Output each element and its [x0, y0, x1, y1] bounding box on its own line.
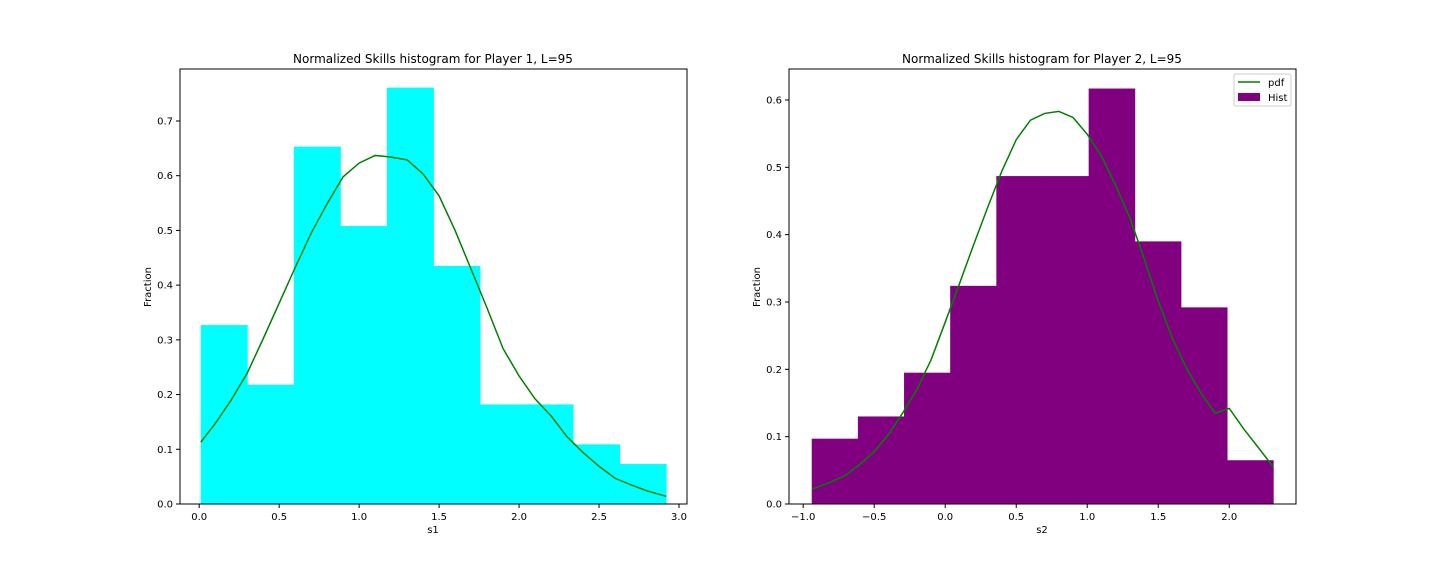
chart-2-legend: pdf Hist — [1233, 73, 1292, 107]
y-tick-label: 0.6 — [766, 95, 782, 106]
y-tick-label: 0.1 — [157, 445, 173, 456]
histogram-bar-4 — [950, 285, 997, 504]
x-tick-label: 0.5 — [1008, 512, 1024, 523]
histogram-bar-2 — [857, 416, 905, 504]
chart-1-title: Normalized Skills histogram for Player 1… — [293, 52, 573, 66]
chart-1-bars — [200, 87, 667, 505]
y-tick-label: 0.4 — [157, 281, 173, 292]
histogram-bar-7 — [480, 404, 527, 504]
chart-1-xlabel: s1 — [427, 525, 439, 536]
chart-2-xlabel: s2 — [1036, 525, 1048, 536]
histogram-bar-3 — [293, 146, 341, 504]
chart-player-1: Normalized Skills histogram for Player 1… — [143, 52, 688, 536]
chart-2-ylabel: Fraction — [752, 267, 763, 307]
chart-2-frame — [788, 68, 1297, 505]
histogram-bar-9 — [1180, 307, 1228, 504]
y-tick-label: 0.0 — [157, 500, 173, 511]
x-tick-label: 0.5 — [271, 512, 287, 523]
chart-1-frame — [179, 68, 688, 505]
histogram-bar-10 — [619, 464, 667, 504]
legend-hist-swatch — [1238, 93, 1260, 101]
x-tick-label: 2.5 — [591, 512, 607, 523]
histogram-bar-9 — [573, 444, 621, 504]
y-tick-label: 0.2 — [157, 390, 173, 401]
x-tick-label: 1.5 — [1150, 512, 1166, 523]
x-tick-label: 2.0 — [511, 512, 527, 523]
pdf-line — [200, 154, 667, 498]
x-tick-label: 3.0 — [671, 512, 687, 523]
y-tick-label: 0.3 — [766, 297, 782, 308]
chart-2-ticks: −1.0 −0.5 0.0 0.5 1.0 1.5 2.0 0.0 0.1 0.2 0.3 0.4 0.… — [766, 95, 1237, 523]
y-tick-label: 0.7 — [157, 116, 173, 127]
y-tick-label: 0.3 — [157, 335, 173, 346]
histogram-bar-4 — [340, 226, 388, 505]
histogram-bar-8 — [1134, 241, 1182, 504]
histogram-bar-1 — [200, 325, 248, 504]
chart-2-pdf-lines — [811, 110, 1274, 490]
histogram-bar-6 — [433, 265, 481, 504]
legend-hist-label: Hist — [1268, 93, 1288, 104]
x-tick-label: 1.0 — [351, 512, 367, 523]
y-tick-label: 0.0 — [766, 500, 782, 511]
chart-2-bars — [811, 88, 1274, 504]
y-tick-label: 0.6 — [157, 171, 173, 182]
y-tick-label: 0.5 — [157, 226, 173, 237]
chart-1-pdf-lines — [200, 154, 667, 498]
histogram-bar-10 — [1227, 460, 1274, 504]
histogram-bar-5 — [386, 87, 434, 504]
legend-pdf-label: pdf — [1268, 78, 1285, 89]
x-tick-label: 1.5 — [431, 512, 447, 523]
y-tick-label: 0.4 — [766, 230, 782, 241]
y-tick-label: 0.5 — [766, 163, 782, 174]
x-tick-label: 2.0 — [1221, 512, 1237, 523]
x-tick-label: 1.0 — [1079, 512, 1095, 523]
x-tick-label: −0.5 — [862, 512, 886, 523]
chart-2-title: Normalized Skills histogram for Player 2… — [902, 52, 1182, 66]
chart-1-ylabel: Fraction — [143, 267, 154, 307]
y-tick-label: 0.2 — [766, 365, 782, 376]
chart-1-ticks: 0.0 0.5 1.0 1.5 2.0 2.5 3.0 0.0 0.1 0.2 0.3 0.4 0.5 0… — [157, 116, 687, 523]
x-tick-label: 0.0 — [937, 512, 953, 523]
histogram-bar-2 — [247, 384, 295, 504]
histogram-bar-6 — [1042, 176, 1090, 504]
histogram-bar-5 — [996, 176, 1043, 504]
histogram-bar-8 — [526, 404, 574, 504]
histogram-bar-7 — [1088, 88, 1136, 504]
histogram-bar-3 — [904, 372, 951, 504]
chart-player-2: Normalized Skills histogram for Player 2… — [752, 52, 1297, 536]
x-tick-label: 0.0 — [191, 512, 207, 523]
x-tick-label: −1.0 — [791, 512, 815, 523]
y-tick-label: 0.1 — [766, 432, 782, 443]
pdf-line — [811, 110, 1274, 490]
